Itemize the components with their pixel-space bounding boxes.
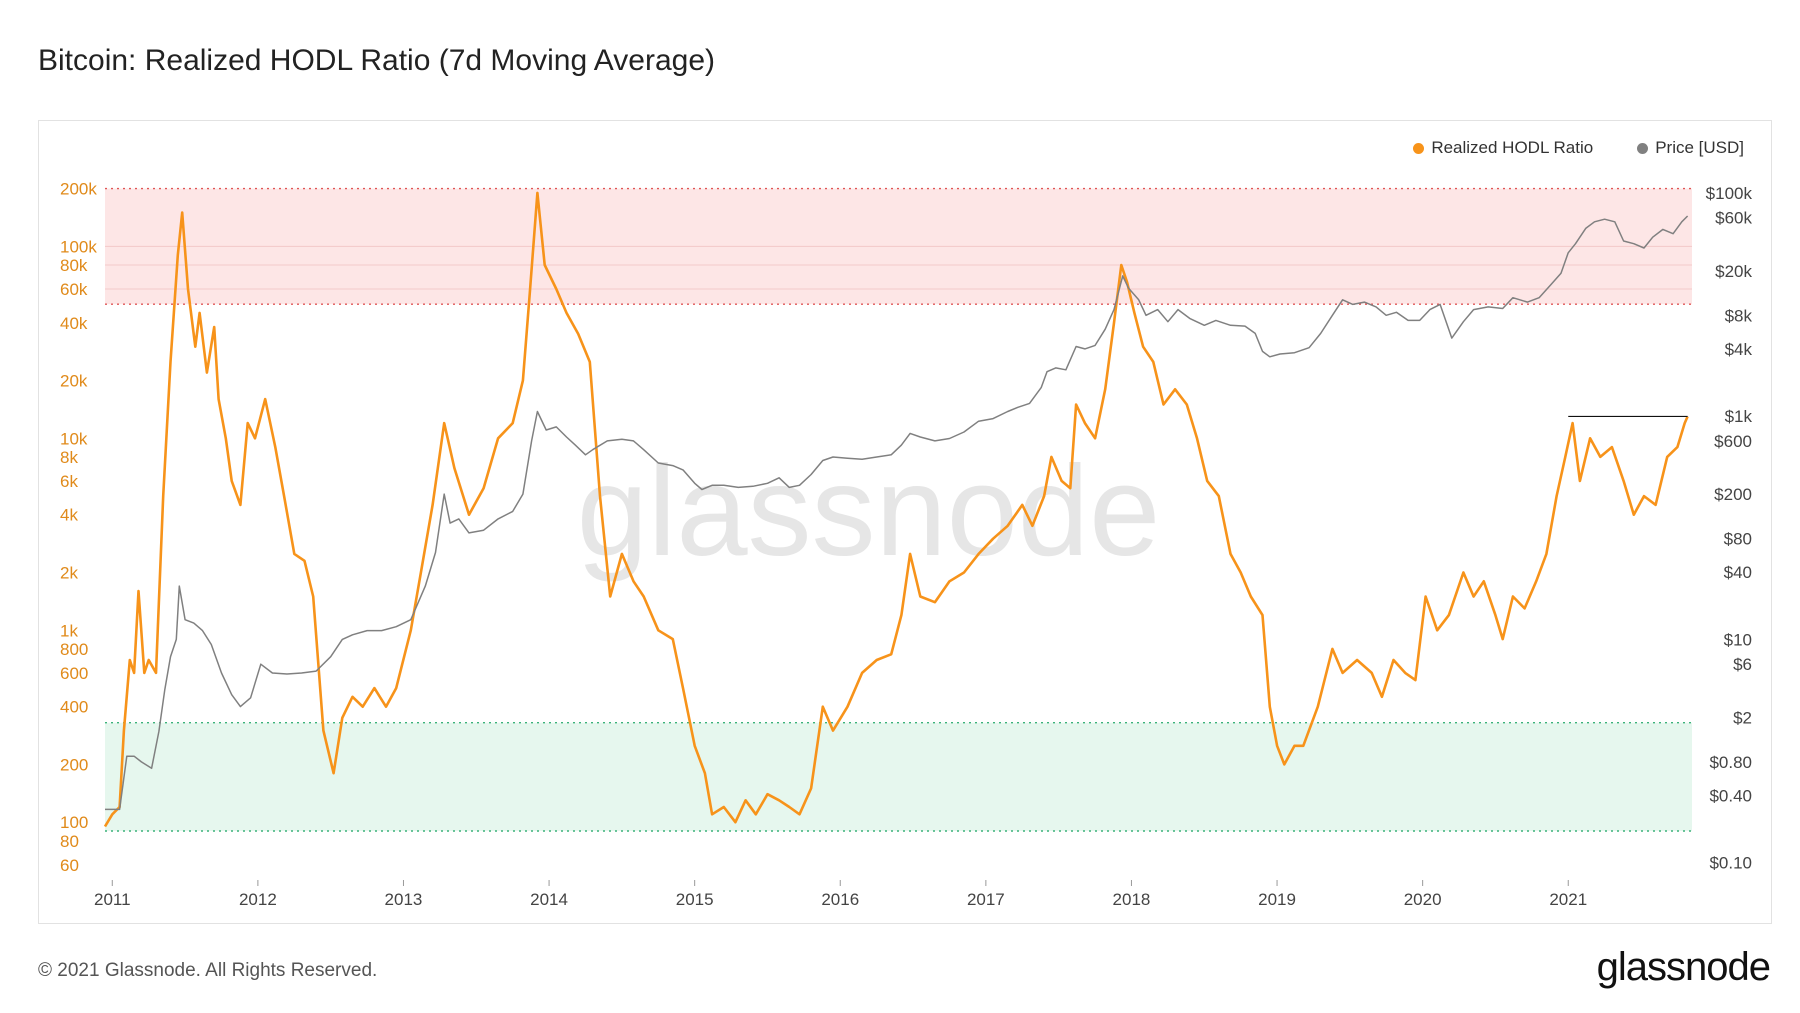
series-line-price	[105, 215, 1689, 811]
right-axis-tick-label: $6	[1733, 655, 1752, 674]
left-axis-tick-label: 6k	[60, 472, 78, 491]
x-axis-tick-label: 2020	[1404, 890, 1442, 909]
left-axis-tick-label: 60	[60, 856, 79, 875]
left-axis-tick-label: 600	[60, 664, 88, 683]
left-axis-tick-label: 40k	[60, 314, 88, 333]
left-axis-tick-label: 100	[60, 813, 88, 832]
right-axis-tick-label: $80	[1724, 530, 1752, 549]
green-zone	[105, 722, 1692, 832]
x-axis-tick-label: 2021	[1549, 890, 1587, 909]
legend-item-price[interactable]: Price [USD]	[1637, 138, 1744, 158]
legend-price-label: Price [USD]	[1655, 138, 1744, 157]
right-axis-tick-label: $2	[1733, 708, 1752, 727]
left-axis-tick-label: 100k	[60, 237, 97, 256]
x-axis-tick-label: 2011	[94, 890, 131, 909]
legend: Realized HODL Ratio Price [USD]	[1413, 138, 1744, 158]
right-axis-tick-label: $100k	[1706, 184, 1753, 203]
left-axis-tick-label: 4k	[60, 506, 78, 525]
left-axis-tick-label: 8k	[60, 448, 78, 467]
left-axis-tick-label: 2k	[60, 563, 78, 582]
left-axis-tick-label: 80	[60, 832, 79, 851]
chart-frame	[38, 120, 1772, 924]
legend-ratio-dot	[1413, 142, 1425, 154]
right-axis-tick-label: $200	[1714, 485, 1752, 504]
left-axis-tick-label: 400	[60, 698, 88, 717]
right-axis-tick-label: $0.40	[1709, 786, 1752, 805]
left-axis-tick-label: 80k	[60, 256, 88, 275]
x-axis-tick-label: 2017	[967, 890, 1005, 909]
x-axis-tick-label: 2012	[239, 890, 277, 909]
left-axis-tick-label: 200k	[60, 180, 97, 199]
x-axis-tick-label: 2019	[1258, 890, 1296, 909]
series-line-hodl-ratio	[103, 191, 1689, 828]
left-axis-tick-label: 60k	[60, 280, 88, 299]
right-axis-tick-label: $8k	[1725, 306, 1753, 325]
legend-ratio-label: Realized HODL Ratio	[1431, 138, 1594, 157]
left-axis-tick-label: 10k	[60, 429, 88, 448]
glassnode-logo: glassnode	[1596, 945, 1771, 989]
copyright-footer: © 2021 Glassnode. All Rights Reserved.	[38, 960, 378, 981]
x-axis-tick-label: 2015	[676, 890, 714, 909]
right-axis-tick-label: $10	[1724, 630, 1752, 649]
x-axis-tick-label: 2013	[385, 890, 423, 909]
watermark-text: glassnode	[577, 440, 1161, 583]
x-axis-tick-label: 2018	[1113, 890, 1151, 909]
left-axis-tick-label: 20k	[60, 372, 88, 391]
right-axis-tick-label: $0.10	[1709, 854, 1752, 873]
left-axis-tick-label: 800	[60, 640, 88, 659]
right-axis-tick-label: $60k	[1715, 209, 1752, 228]
left-axis-tick-label: 1k	[60, 621, 78, 640]
legend-item-ratio[interactable]: Realized HODL Ratio	[1413, 138, 1593, 158]
right-axis-tick-label: $4k	[1725, 340, 1753, 359]
left-axis-tick-label: 200	[60, 755, 88, 774]
page-title: Bitcoin: Realized HODL Ratio (7d Moving …	[38, 44, 715, 77]
right-axis-tick-label: $0.80	[1709, 753, 1752, 772]
right-axis-tick-label: $600	[1714, 432, 1752, 451]
right-axis-tick-label: $40	[1724, 563, 1752, 582]
x-axis-tick-label: 2014	[530, 890, 568, 909]
right-axis-tick-label: $1k	[1725, 407, 1753, 426]
right-axis-tick-label: $20k	[1715, 262, 1752, 281]
legend-price-dot	[1637, 142, 1649, 154]
x-axis-tick-label: 2016	[821, 890, 859, 909]
